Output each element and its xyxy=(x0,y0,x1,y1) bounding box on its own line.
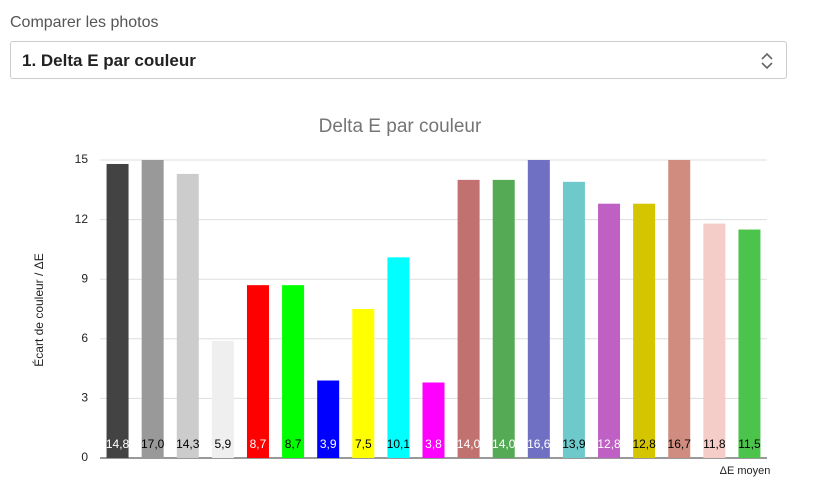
value-label: 11,8 xyxy=(703,437,726,451)
value-label: 10,1 xyxy=(387,437,411,451)
chart-title: Delta E par couleur xyxy=(319,116,482,137)
value-label: 14,3 xyxy=(176,437,200,451)
select-value: 1. Delta E par couleur xyxy=(22,51,196,70)
value-label: 17,0 xyxy=(141,437,165,451)
bar xyxy=(457,179,480,458)
value-label: 14,0 xyxy=(457,437,481,451)
bar xyxy=(246,285,269,458)
bar xyxy=(317,380,340,458)
bar xyxy=(738,229,761,458)
field-label: Comparer les photos xyxy=(10,14,159,31)
bar xyxy=(282,285,305,458)
bar xyxy=(492,179,515,458)
select[interactable]: 1. Delta E par couleur xyxy=(10,41,787,79)
y-tick-label: 6 xyxy=(81,331,88,345)
bar xyxy=(141,160,164,459)
value-label: 14,0 xyxy=(492,437,516,451)
bar xyxy=(562,181,585,458)
value-label: 14,8 xyxy=(106,437,130,451)
value-label: 5,9 xyxy=(215,437,232,451)
value-label: 16,7 xyxy=(668,437,692,451)
bar xyxy=(352,309,375,458)
bar xyxy=(176,173,199,458)
y-tick-label: 12 xyxy=(75,212,89,226)
bar xyxy=(422,382,445,458)
y-tick-label: 3 xyxy=(81,391,88,405)
bar xyxy=(527,160,550,459)
y-tick-label: 15 xyxy=(75,152,89,166)
x-axis-label: ΔE moyen xyxy=(720,465,771,477)
value-label: 8,7 xyxy=(250,437,267,451)
bar xyxy=(598,203,621,458)
value-label: 3,8 xyxy=(425,437,442,451)
value-label: 12,8 xyxy=(632,437,656,451)
value-label: 12,8 xyxy=(597,437,621,451)
value-label: 3,9 xyxy=(320,437,337,451)
y-tick-label: 0 xyxy=(81,450,88,464)
bar xyxy=(211,340,234,458)
y-tick-label: 9 xyxy=(81,271,88,285)
value-label: 13,9 xyxy=(562,437,586,451)
bar xyxy=(387,257,410,458)
bar xyxy=(668,160,691,458)
value-label: 16,6 xyxy=(527,437,551,451)
bar xyxy=(633,203,656,458)
value-label: 8,7 xyxy=(285,437,302,451)
plot-area xyxy=(106,160,761,459)
chevron-icon xyxy=(761,52,773,70)
value-label: 11,5 xyxy=(738,437,761,451)
bar xyxy=(703,223,726,458)
value-label: 7,5 xyxy=(355,437,372,451)
y-axis-label: Écart de couleur / ΔE xyxy=(31,253,46,366)
bar xyxy=(106,163,129,458)
